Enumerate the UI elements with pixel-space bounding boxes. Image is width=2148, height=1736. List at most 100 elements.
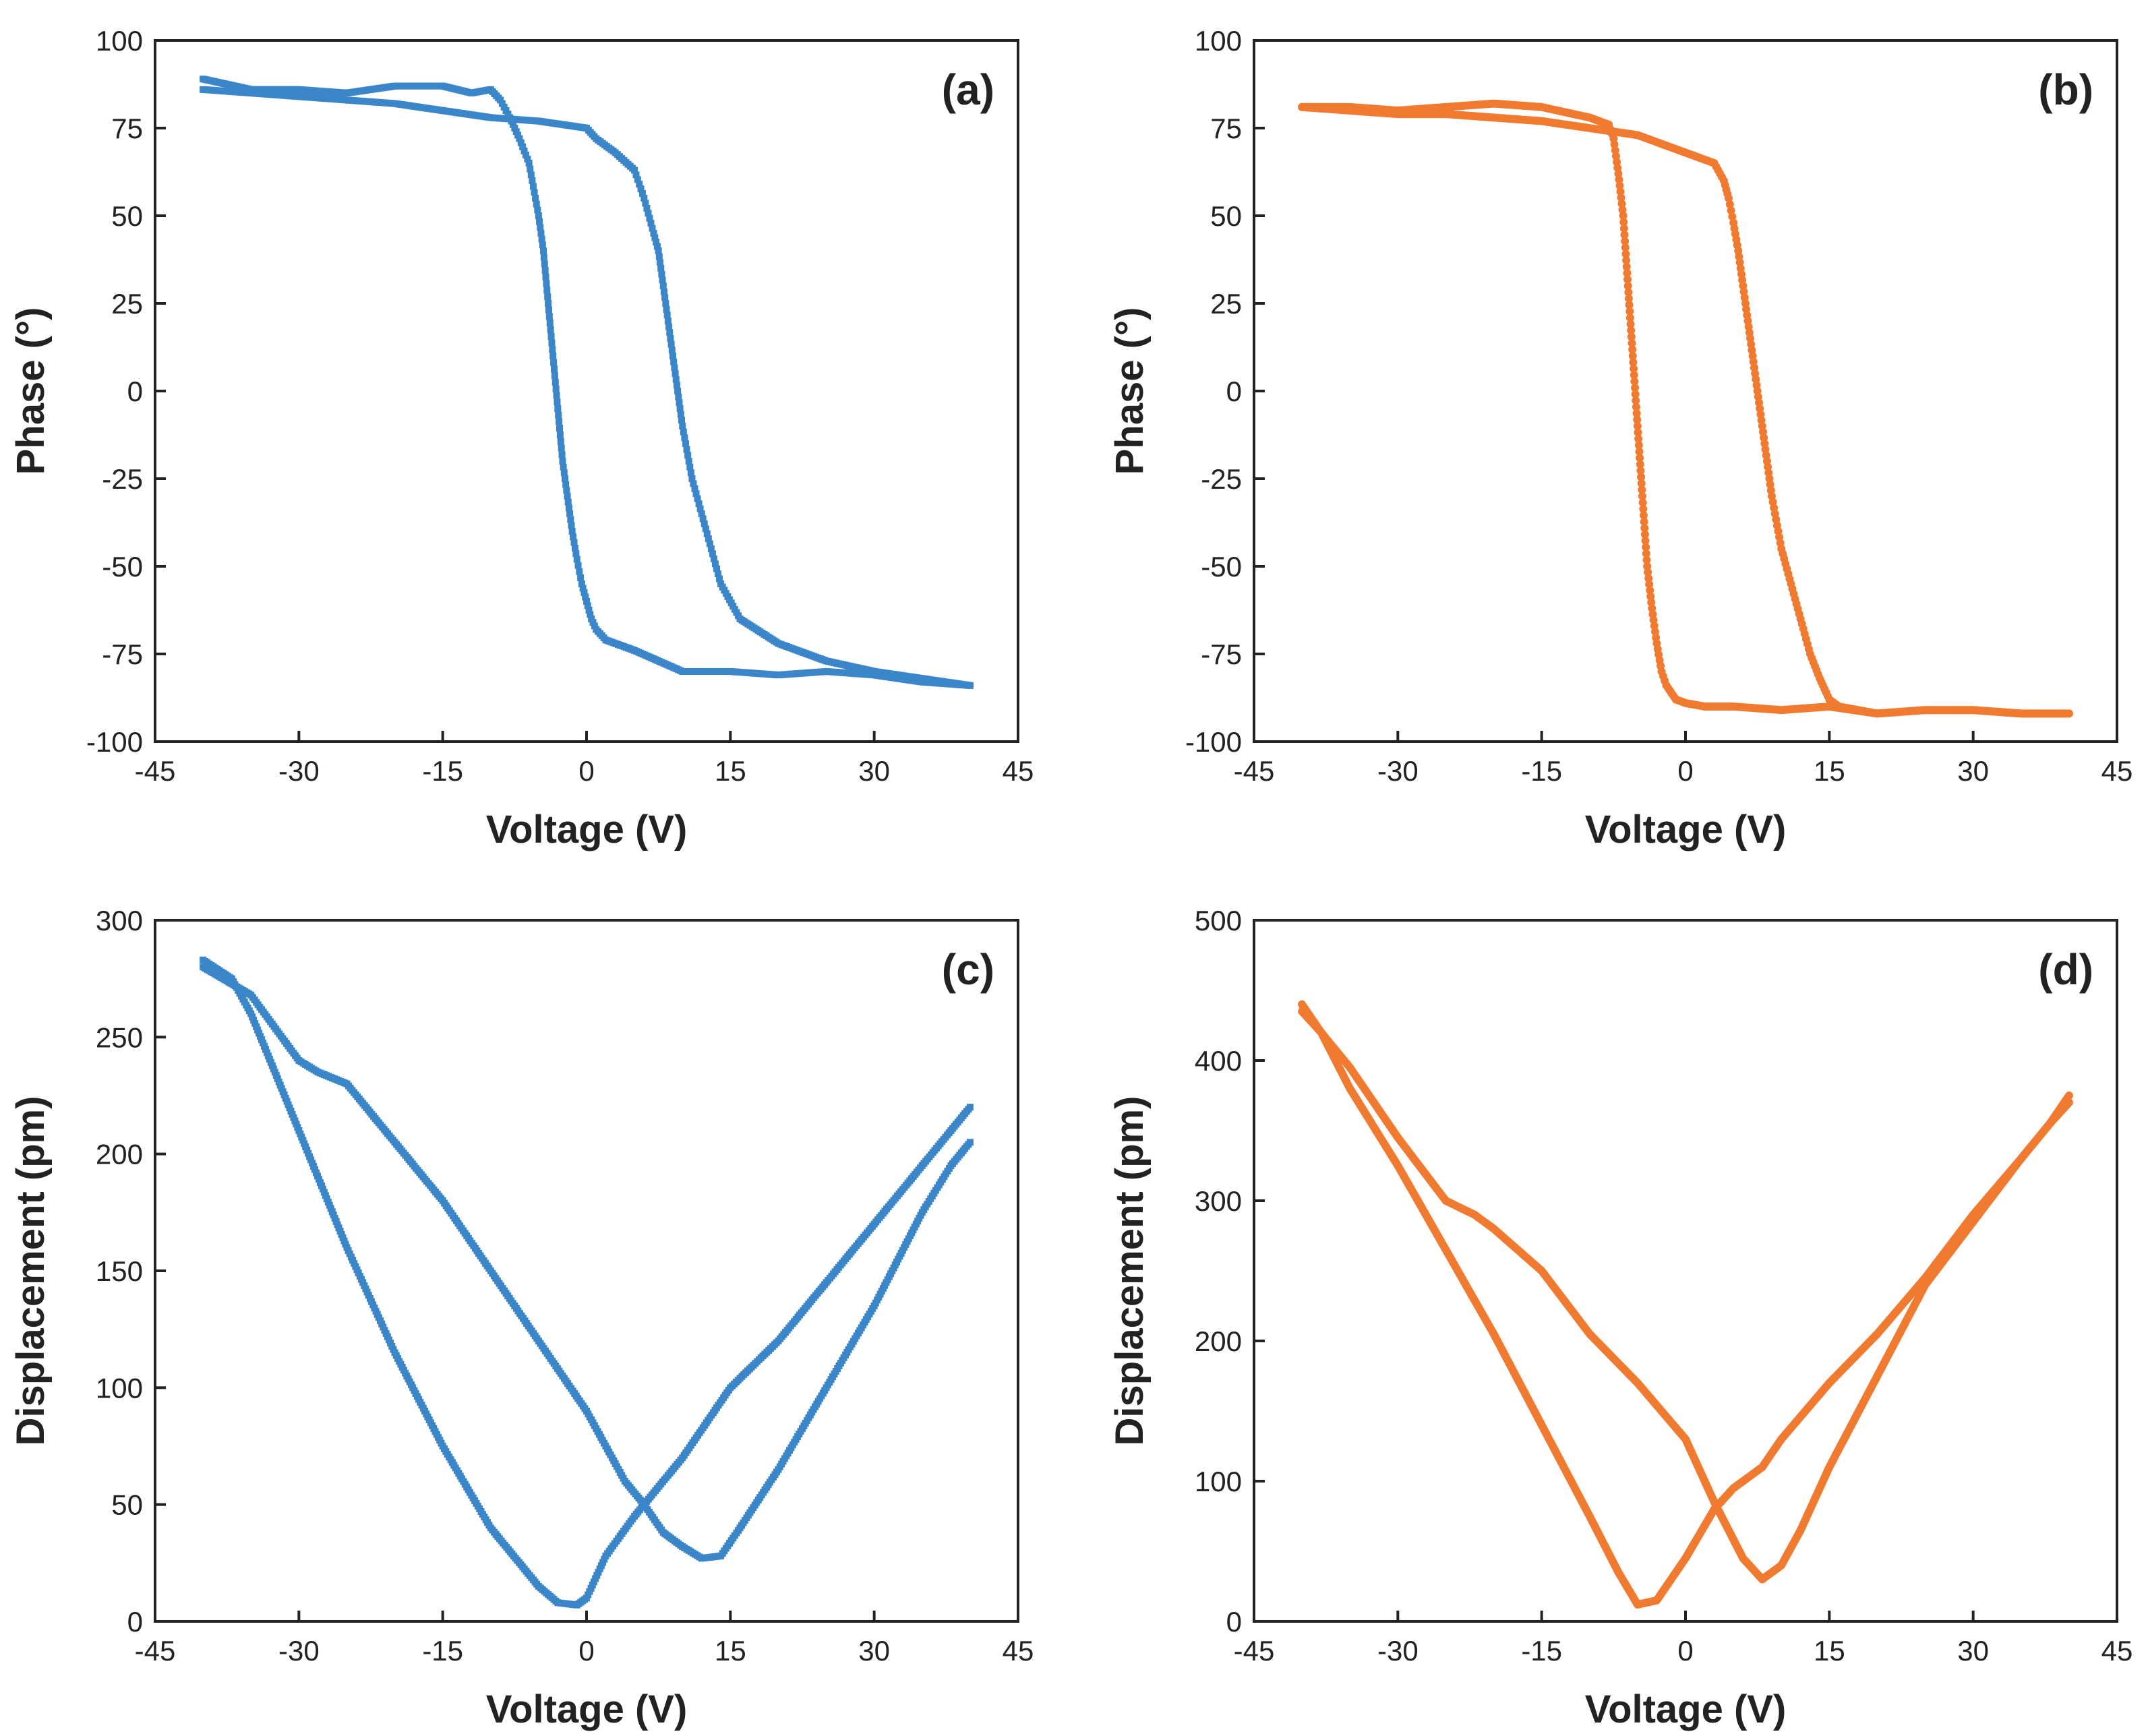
data-point [684, 452, 692, 459]
y-tick-label: -25 [102, 463, 143, 495]
y-tick-label: 100 [1195, 1466, 1242, 1497]
y-tick-label: 0 [127, 376, 143, 407]
data-point [544, 293, 551, 301]
x-tick-label: -45 [135, 1635, 176, 1667]
data-point [636, 181, 643, 188]
data-point [653, 239, 660, 245]
data-point [705, 535, 712, 543]
x-tick-label: -15 [1521, 755, 1562, 787]
data-point [1619, 218, 1628, 227]
data-point [572, 550, 580, 558]
y-tick-label: 50 [111, 200, 143, 232]
data-point [642, 200, 649, 207]
data-point [517, 139, 525, 146]
data-point [660, 288, 667, 295]
data-point [560, 469, 568, 477]
data-point [566, 510, 574, 517]
data-point [555, 411, 562, 419]
series-1 [200, 76, 974, 689]
x-tick-label: 0 [1677, 1635, 1693, 1667]
data-point [1623, 269, 1632, 278]
data-point [666, 329, 674, 336]
data-point [535, 212, 542, 219]
x-axis-title: Voltage (V) [486, 1687, 688, 1731]
data-point [1615, 181, 1624, 190]
data-point [1633, 422, 1642, 430]
data-point [1619, 212, 1628, 220]
data-point [549, 346, 556, 353]
x-tick-label: 30 [858, 755, 890, 787]
data-points [1298, 1000, 2073, 1609]
data-point [557, 438, 564, 445]
data-point [545, 306, 552, 313]
y-tick-label: 100 [1195, 25, 1242, 57]
data-point [200, 86, 207, 93]
data-point [1298, 102, 1307, 111]
data-point [674, 388, 682, 394]
data-point [585, 607, 593, 613]
data-point [538, 235, 545, 243]
data-point [579, 585, 587, 592]
data-point [1640, 524, 1649, 533]
data-point [570, 539, 578, 546]
data-point [682, 440, 689, 447]
data-point [667, 340, 675, 348]
data-point [539, 241, 546, 249]
data-points [1298, 99, 2073, 718]
data-point [665, 323, 673, 330]
x-tick-label: 0 [578, 1635, 594, 1667]
x-tick-label: 15 [1814, 755, 1845, 787]
data-point [574, 562, 582, 569]
data-point [500, 103, 508, 111]
data-point [547, 326, 554, 333]
y-tick-label: 50 [1210, 200, 1242, 232]
data-point [576, 568, 583, 575]
data-point [1638, 498, 1647, 507]
data-point [1629, 358, 1638, 367]
data-points [200, 956, 974, 1609]
y-tick-label: 300 [96, 905, 143, 936]
data-point [1725, 200, 1734, 209]
data-point [551, 379, 559, 386]
data-point [966, 1104, 974, 1111]
data-point [634, 176, 641, 183]
y-axis-title: Phase (°) [1108, 307, 1152, 475]
data-point [698, 510, 705, 517]
data-point [691, 485, 698, 492]
data-point [632, 171, 640, 179]
data-point [1636, 454, 1644, 462]
series-2 [200, 963, 974, 1562]
y-tick-label: 100 [96, 25, 143, 57]
y-tick-label: -75 [1201, 638, 1242, 670]
data-point [519, 143, 527, 150]
data-point [533, 200, 540, 208]
data-point [2064, 1091, 2073, 1100]
data-point [675, 393, 682, 400]
data-point [512, 128, 520, 136]
data-point [1617, 193, 1625, 202]
data-point [673, 382, 680, 389]
y-tick-label: 100 [96, 1372, 143, 1404]
data-point [1630, 371, 1638, 380]
data-point [670, 358, 678, 365]
data-point [516, 135, 523, 142]
data-point [696, 505, 704, 512]
data-point [565, 504, 572, 512]
data-point [568, 522, 575, 529]
data-point [554, 405, 562, 412]
data-point [554, 398, 561, 406]
data-point [498, 100, 506, 107]
data-point [664, 318, 672, 324]
data-point [662, 300, 669, 307]
data-point [1638, 492, 1646, 500]
data-point [1637, 479, 1646, 488]
y-tick-label: 200 [96, 1139, 143, 1170]
y-tick-label: -25 [1201, 463, 1242, 495]
data-point [657, 265, 665, 272]
y-axis-title: Phase (°) [9, 307, 53, 475]
data-point [1634, 441, 1643, 450]
panel-label: (c) [942, 945, 994, 994]
data-point [200, 963, 207, 971]
data-point [502, 107, 510, 114]
